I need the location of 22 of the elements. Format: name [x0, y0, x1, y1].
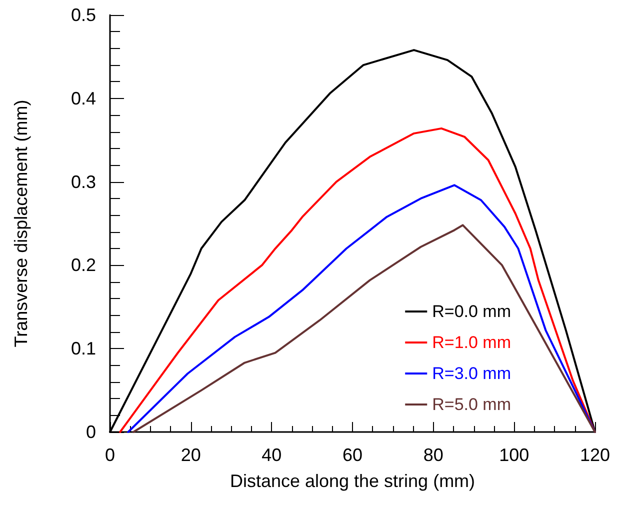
y-tick-label: 0.1 [70, 338, 96, 359]
y-tick-label: 0.5 [70, 5, 96, 25]
x-tick-label: 0 [104, 445, 116, 465]
y-axis-title: Transverse displacement (mm) [11, 100, 31, 348]
x-tick-label: 40 [262, 445, 282, 465]
legend-label: R=0.0 mm [432, 302, 512, 321]
y-tick-label: 0 [86, 422, 96, 442]
y-tick-label: 0.4 [70, 88, 96, 108]
line-series [132, 224, 596, 433]
y-tick-label: 0.2 [70, 255, 96, 276]
y-tick-label: 0.3 [70, 172, 96, 192]
legend-label: R=3.0 mm [432, 364, 512, 383]
legend-label: R=5.0 mm [432, 395, 512, 414]
x-tick-label: 60 [342, 445, 363, 465]
x-tick-label: 20 [180, 445, 201, 465]
legend-label: R=1.0 mm [432, 333, 512, 352]
x-tick-label: 80 [423, 445, 444, 465]
line-series [127, 184, 596, 433]
line-series [119, 127, 596, 433]
x-tick-label: 120 [580, 445, 610, 465]
x-tick-label: 100 [499, 445, 530, 465]
x-axis-title: Distance along the string (mm) [230, 471, 476, 491]
